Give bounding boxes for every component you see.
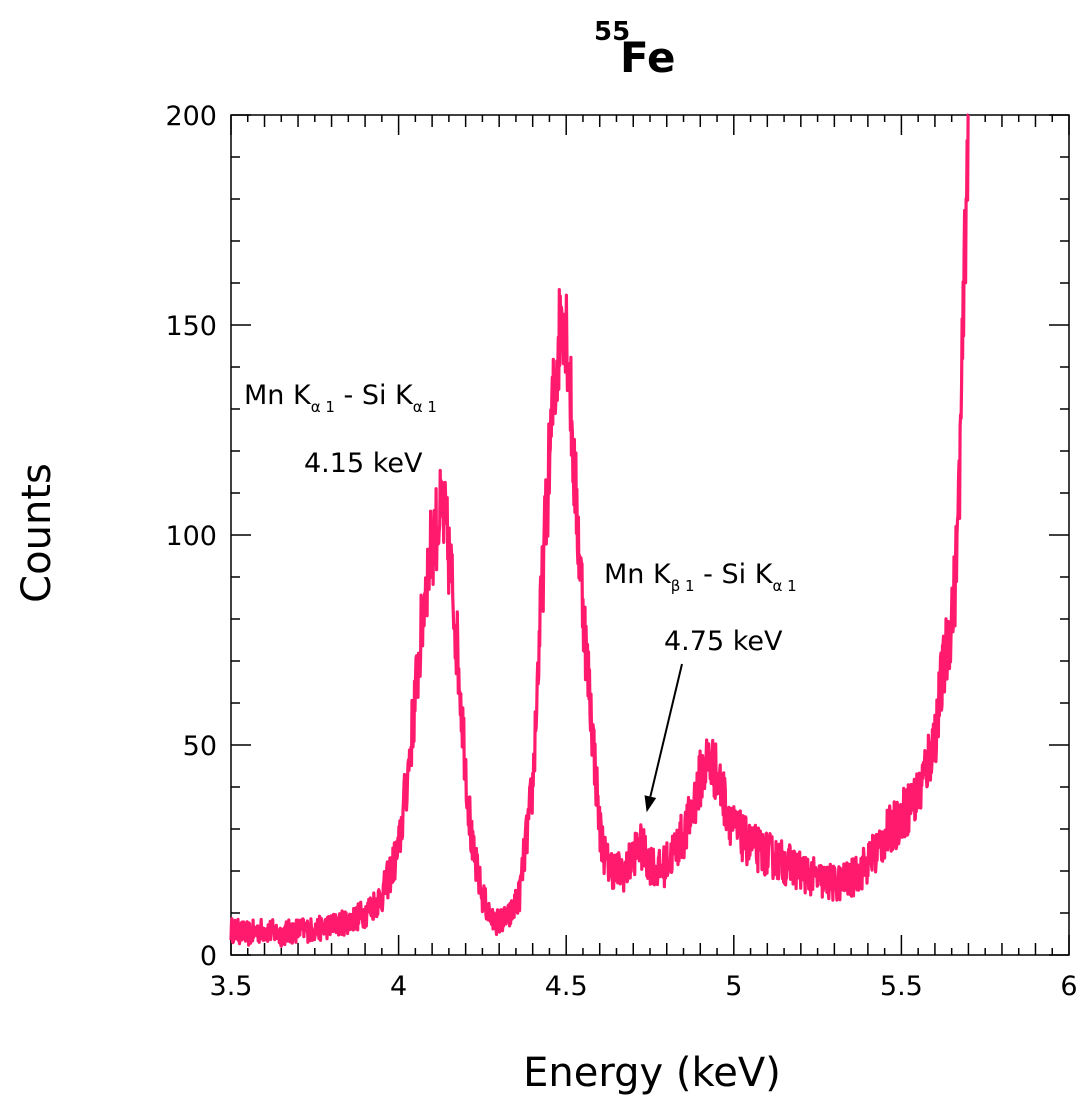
x-tick-label: 6	[1060, 971, 1077, 1002]
annotation-1-label: Mn Kα 1 - Si Kα 1	[244, 380, 437, 416]
x-tick-label: 4	[390, 971, 407, 1002]
annotation-text: - Si K	[695, 559, 774, 590]
title-superscript: 55	[594, 17, 630, 47]
annotation-subscript: α 1	[311, 398, 335, 416]
x-axis-title: Energy (keV)	[523, 1050, 781, 1096]
y-tick-label: 50	[183, 731, 217, 762]
annotation-2-arrow	[649, 663, 683, 797]
y-tick-label: 150	[165, 311, 217, 342]
annotation-text: Mn K	[604, 559, 672, 590]
y-tick-label: 100	[165, 521, 217, 552]
x-tick-label: 5.5	[880, 971, 923, 1002]
y-axis-title: Counts	[14, 463, 60, 603]
annotation-2-label: Mn Kβ 1 - Si Kα 1	[604, 559, 797, 595]
annotation-2-energy: 4.75 keV	[664, 626, 783, 657]
annotation-subscript: β 1	[671, 577, 695, 595]
annotation-subscript: α 1	[413, 398, 437, 416]
annotation-text: - Si K	[335, 380, 414, 411]
data-point	[562, 303, 564, 305]
annotations: Mn Kα 1 - Si Kα 1 4.15 keV Mn Kβ 1 - Si …	[244, 380, 797, 813]
series-line	[229, 113, 970, 948]
x-tick-label: 5	[725, 971, 742, 1002]
annotation-2-arrowhead	[644, 795, 657, 813]
axis-ticks	[230, 114, 1070, 956]
x-tick-label: 3.5	[210, 971, 253, 1002]
annotation-1-energy: 4.15 keV	[304, 448, 423, 479]
y-tick-label: 0	[200, 941, 217, 972]
x-tick-label: 4.5	[545, 971, 588, 1002]
annotation-text: Mn K	[244, 380, 312, 411]
plot-frame	[230, 114, 1070, 956]
axis-tick-labels: 3.5 4 4.5 5 5.5 6 0 50 100 150 200	[165, 101, 1077, 1002]
chart-title: 55 Fe	[594, 17, 675, 82]
annotation-subscript: α 1	[772, 577, 796, 595]
title-main: Fe	[620, 33, 675, 82]
y-tick-label: 200	[165, 101, 217, 132]
